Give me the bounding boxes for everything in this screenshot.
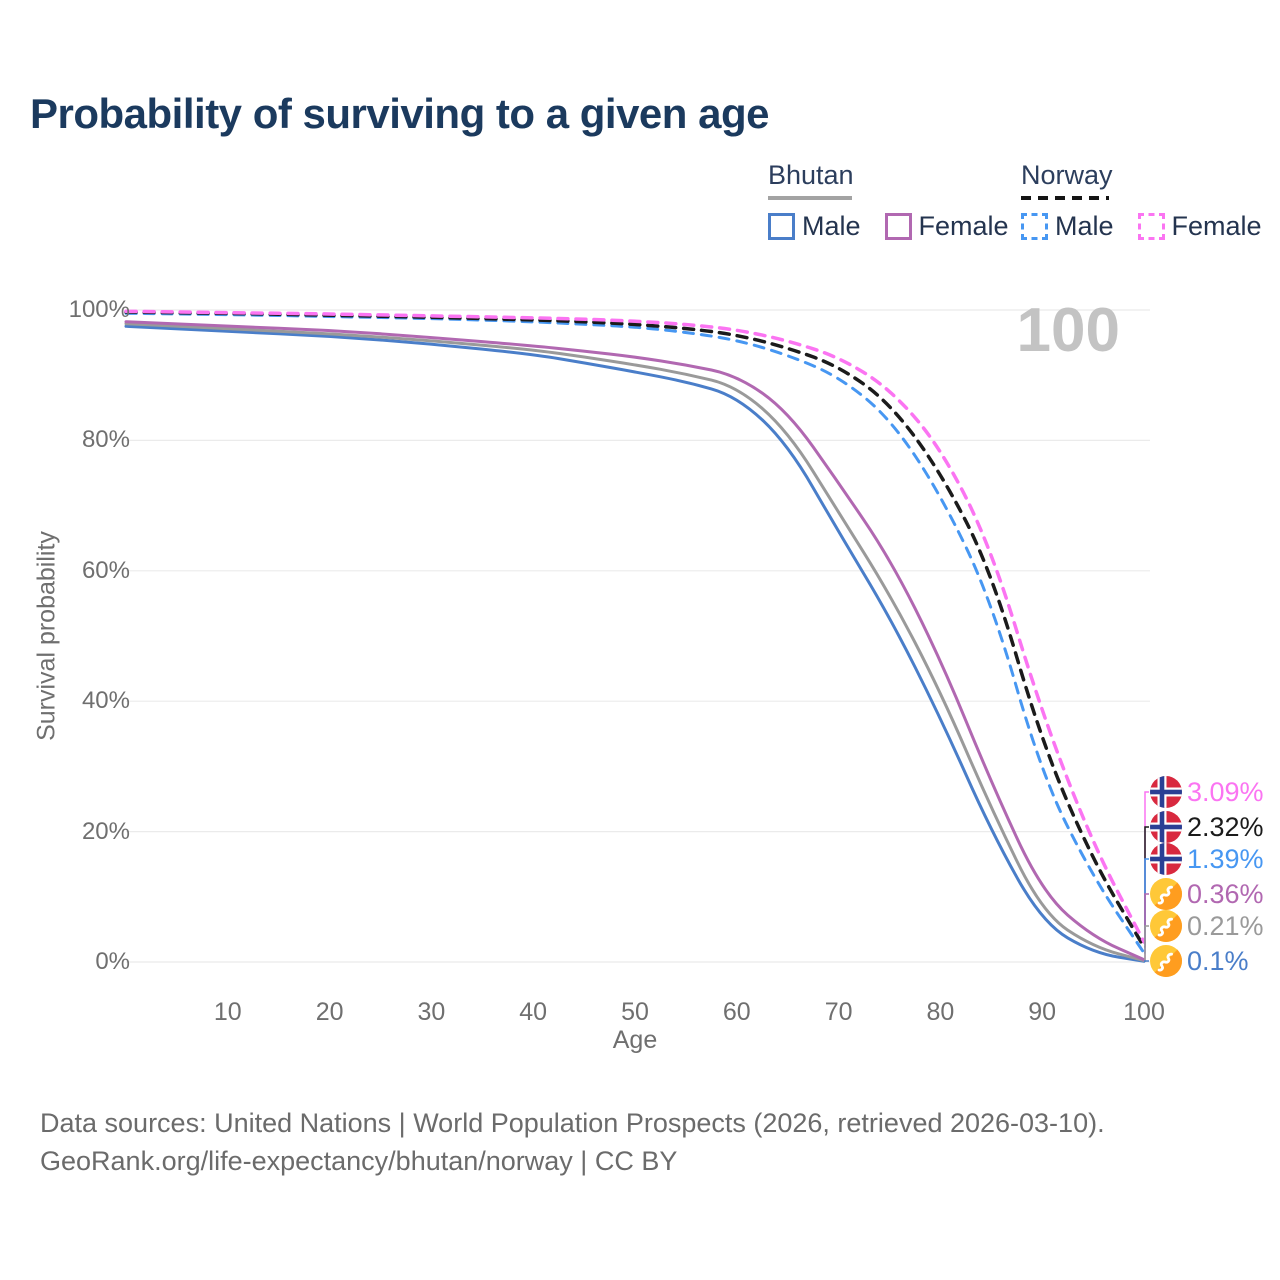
end-label-value: 2.32% [1187, 811, 1264, 842]
end-label-bhutan-female: 0.36% [1150, 877, 1264, 911]
legend-group-norway: Norway Male Female [1021, 160, 1262, 242]
x-tick-30: 30 [417, 998, 446, 1026]
legend-country-linestyle-dashed [1021, 196, 1109, 200]
age-watermark: 100 [1016, 296, 1120, 365]
x-tick-20: 20 [315, 998, 344, 1026]
curve-bhutan-female [124, 320, 1146, 962]
bhutan-flag-icon [1150, 878, 1182, 910]
x-tick-10: 10 [213, 998, 242, 1026]
legend-item-bhutan-male[interactable]: Male [768, 211, 861, 242]
x-tick-50: 50 [621, 998, 649, 1026]
end-label-value: 1.39% [1187, 843, 1264, 874]
legend-swatch-icon [1021, 213, 1048, 240]
end-label-value: 3.09% [1187, 776, 1264, 807]
curve-norway-male [124, 311, 1146, 955]
legend-country-label: Norway [1021, 160, 1113, 190]
legend-swatch-icon [1137, 213, 1165, 240]
bhutan-flag-icon [1150, 910, 1182, 942]
end-label-norway-male: 1.39% [1150, 842, 1264, 876]
legend-items: Male Female [768, 211, 1009, 242]
legend-country-label: Bhutan [768, 160, 854, 190]
legend-swatch-icon [884, 213, 912, 240]
y-tick-20%: 20% [81, 817, 130, 845]
curve-bhutan-both [124, 322, 1146, 963]
legend-group-bhutan: Bhutan Male Female [768, 160, 1009, 242]
legend-item-label: Male [802, 211, 861, 241]
curve-bhutan-male [124, 324, 1146, 963]
end-label-bhutan-both: 0.21% [1150, 909, 1264, 943]
x-tick-60: 60 [722, 998, 751, 1026]
x-tick-80: 80 [926, 998, 955, 1026]
legend-country-linestyle-solid [768, 196, 852, 200]
legend-item-label: Male [1055, 211, 1114, 241]
norway-flag-icon [1150, 811, 1182, 843]
chart-title: Probability of surviving to a given age [30, 90, 769, 137]
norway-flag-icon [1150, 843, 1182, 875]
legend-item-label: Female [918, 211, 1009, 241]
end-label-norway-female: 3.09% [1150, 775, 1264, 809]
end-label-value: 0.1% [1187, 945, 1249, 976]
legend-swatch-icon [768, 213, 795, 240]
legend-item-bhutan-female[interactable]: Female [884, 211, 1009, 242]
y-tick-40%: 40% [81, 687, 130, 715]
norway-flag-icon [1150, 776, 1182, 808]
source-line-1: Data sources: United Nations | World Pop… [40, 1108, 1105, 1138]
end-label-norway-both: 2.32% [1150, 810, 1264, 844]
bhutan-flag-icon [1150, 945, 1182, 977]
legend-item-norway-male[interactable]: Male [1021, 211, 1114, 242]
y-tick-80%: 80% [81, 426, 130, 454]
x-tick-100: 100 [1123, 998, 1165, 1026]
end-label-value: 0.21% [1187, 910, 1264, 941]
end-label-bhutan-male: 0.1% [1150, 944, 1249, 978]
y-tick-0%: 0% [95, 948, 130, 975]
curve-norway-female [124, 309, 1146, 944]
legend-item-label: Female [1171, 211, 1262, 241]
end-label-value: 0.36% [1187, 878, 1264, 909]
source-line-2: GeoRank.org/life-expectancy/bhutan/norwa… [40, 1146, 678, 1176]
legend-item-norway-female[interactable]: Female [1137, 211, 1262, 242]
x-tick-40: 40 [519, 998, 548, 1026]
x-tick-70: 70 [824, 998, 853, 1026]
y-tick-60%: 60% [81, 556, 130, 584]
end-label-connector-0.21% [1144, 925, 1149, 962]
y-tick-100%: 100% [68, 296, 130, 323]
x-tick-90: 90 [1028, 998, 1057, 1026]
x-axis-title: Age [612, 1026, 658, 1054]
legend-items: Male Female [1021, 211, 1262, 242]
curve-norway-both [124, 310, 1146, 949]
